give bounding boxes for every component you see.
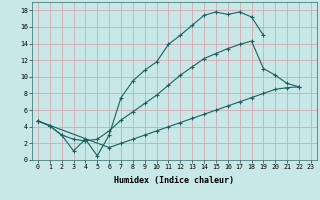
X-axis label: Humidex (Indice chaleur): Humidex (Indice chaleur) — [115, 176, 234, 185]
